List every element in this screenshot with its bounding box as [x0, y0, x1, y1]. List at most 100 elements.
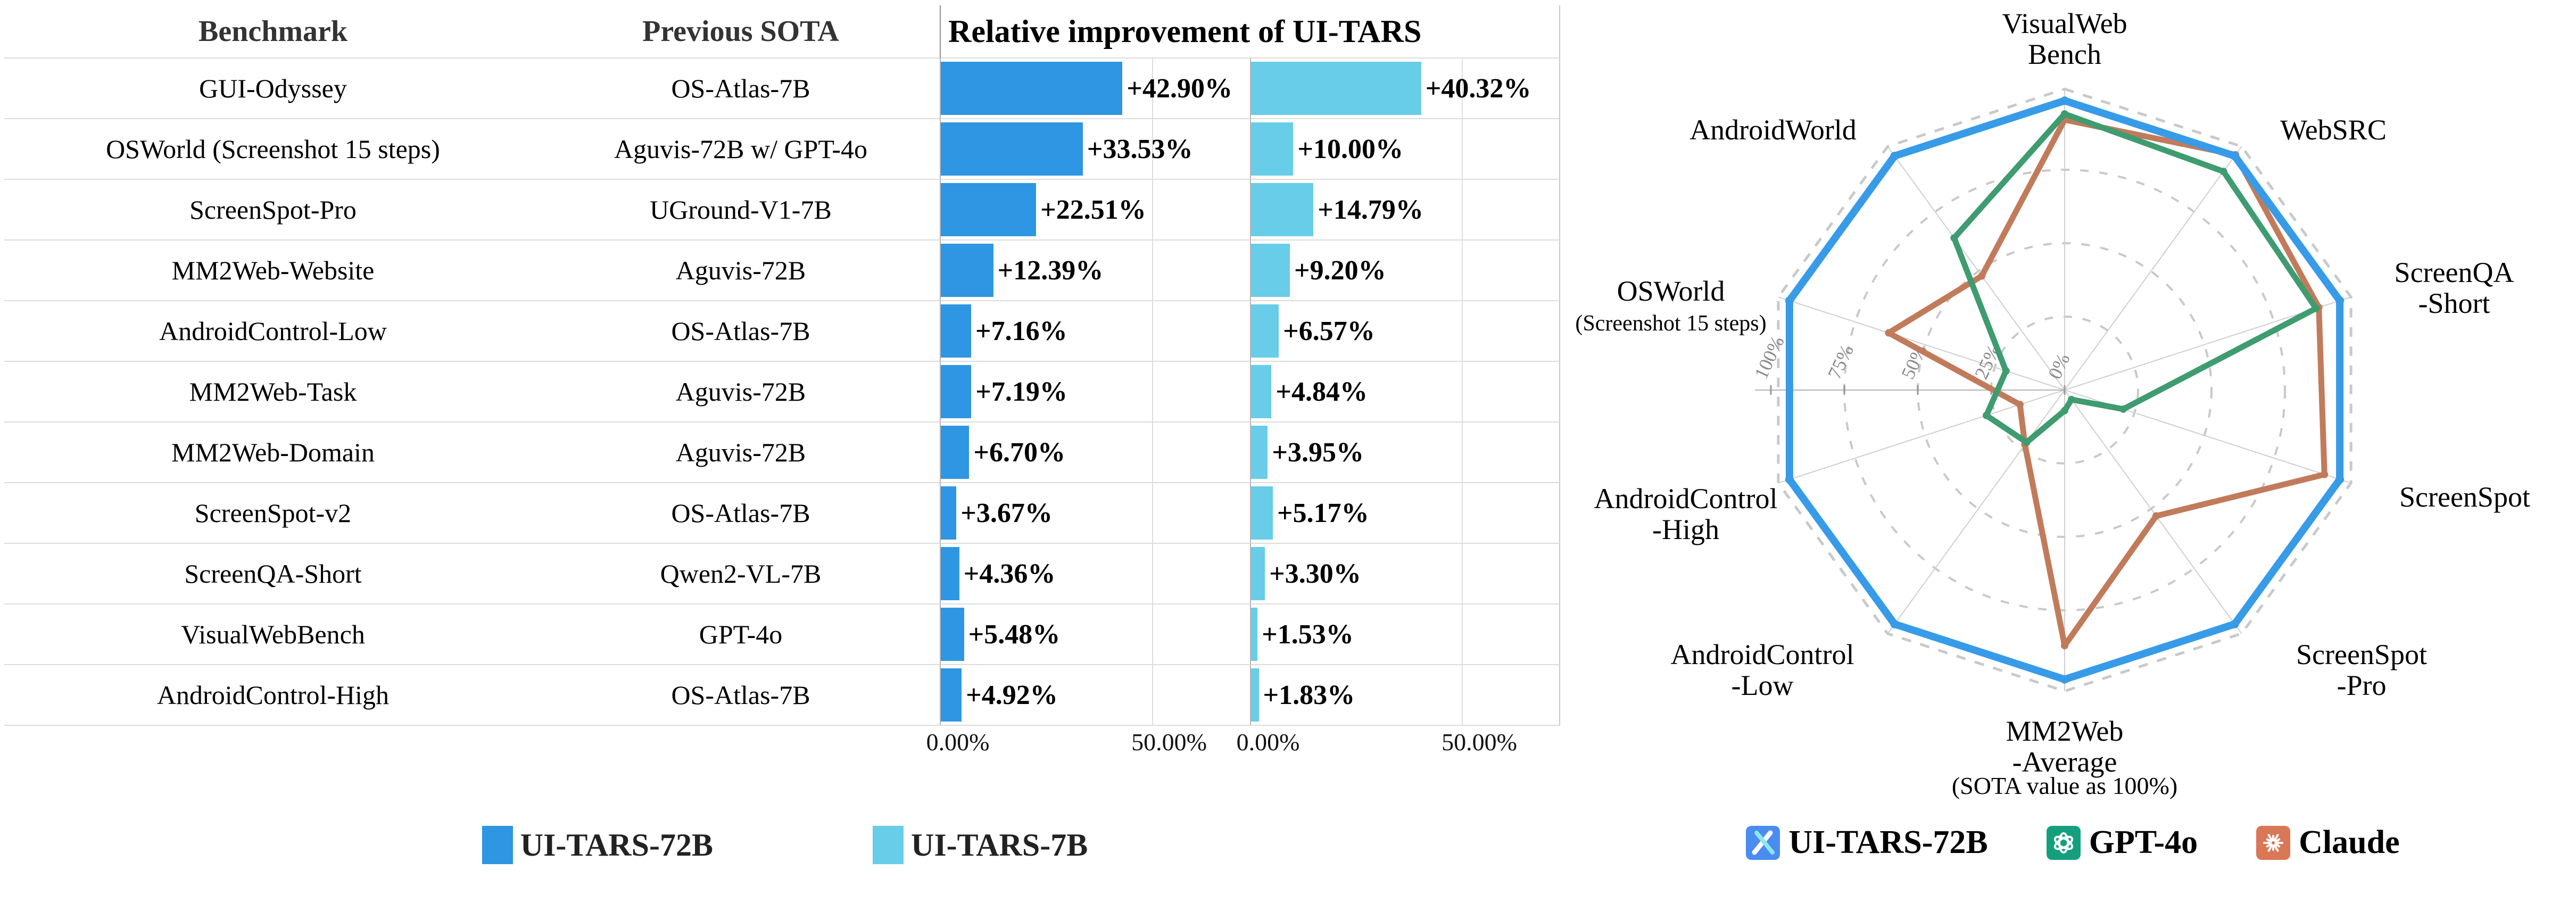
bar-cell-72b: +42.90% — [940, 59, 1250, 119]
improvement-bar — [941, 62, 1123, 115]
bar-chart-legend: UI-TARS-72B UI-TARS-7B — [0, 826, 1570, 864]
previous-sota-name: Aguvis-72B — [542, 422, 940, 483]
radar-vertex-Claude — [1885, 329, 1893, 337]
bar-cell-72b: +7.16% — [940, 301, 1250, 362]
bar-cell-72b: +5.48% — [940, 604, 1250, 665]
improvement-value: +42.90% — [1127, 73, 1233, 104]
radar-panel: 0% 25% 50% 75% 100% VisualWeb Bench WebSRC Scree… — [1570, 0, 2576, 903]
bar-cell-72b: +6.70% — [940, 422, 1250, 483]
claude-ray — [2273, 833, 2279, 842]
radar-axis-label: AndroidControl -Low — [1671, 639, 1854, 701]
previous-sota-name: OS-Atlas-7B — [542, 301, 940, 362]
improvement-value: +9.20% — [1294, 255, 1386, 286]
radar-vertex-UI-TARS-72B — [2230, 619, 2239, 628]
radar-axis-label: AndroidControl -High — [1594, 483, 1778, 545]
gridline-50pct — [1152, 665, 1154, 726]
bar-cell-72b: +7.19% — [940, 362, 1250, 422]
improvement-value: +10.00% — [1297, 134, 1403, 164]
gridline-50pct — [1152, 604, 1154, 665]
previous-sota-name: Aguvis-72B w/ GPT-4o — [542, 119, 940, 180]
improvement-value: +1.83% — [1263, 680, 1355, 710]
bar-cell-7b: +6.57% — [1250, 301, 1560, 362]
radar-vertex-GPT-4o — [2312, 304, 2320, 312]
col-header-previous-sota: Previous SOTA — [542, 5, 940, 59]
previous-sota-name: Aguvis-72B — [542, 362, 940, 422]
improvement-value: +4.84% — [1275, 376, 1368, 407]
improvement-value: +7.16% — [975, 316, 1067, 346]
radar-vertex-UI-TARS-72B — [2060, 675, 2069, 684]
gridline-50pct — [1152, 241, 1154, 301]
claude-ray — [2266, 843, 2272, 847]
bar-cell-72b: +12.39% — [940, 241, 1250, 301]
improvement-bar — [941, 426, 970, 479]
radar-vertex-GPT-4o — [2023, 438, 2031, 446]
radar-vertex-UI-TARS-72B — [1890, 152, 1899, 161]
gridline-50pct — [1462, 301, 1463, 362]
gridline-50pct — [1152, 59, 1154, 119]
improvement-bar — [1251, 365, 1272, 418]
gridline-50pct — [1152, 301, 1154, 362]
improvement-value: +1.53% — [1262, 619, 1354, 650]
improvement-value: +3.30% — [1269, 558, 1361, 589]
radar-vertex-Claude — [2321, 470, 2329, 478]
bar-cell-72b: +33.53% — [940, 119, 1250, 180]
benchmark-name: GUI-Odyssey — [4, 59, 542, 119]
ui-tars-logo-icon — [1746, 825, 1780, 860]
improvement-bar — [941, 304, 971, 358]
radar-vertex-UI-TARS-72B — [1890, 619, 1899, 628]
radar-vertex-GPT-4o — [2219, 168, 2227, 176]
improvement-bar — [941, 547, 959, 600]
bar-cell-72b: +22.51% — [940, 180, 1250, 241]
radar-vertex-GPT-4o — [2067, 395, 2075, 403]
radar-vertex-GPT-4o — [2061, 407, 2068, 415]
uitars-7b-swatch — [873, 826, 904, 864]
gridline-50pct — [1152, 362, 1154, 422]
radar-vertex-UI-TARS-72B — [1785, 296, 1794, 305]
benchmark-name: OSWorld (Screenshot 15 steps) — [4, 119, 542, 180]
improvement-value: +14.79% — [1318, 194, 1423, 225]
gridline-50pct — [1152, 422, 1154, 483]
improvement-value: +6.70% — [973, 437, 1065, 468]
bar-cell-7b: +1.83% — [1250, 665, 1560, 726]
col-header-improvement: Relative improvement of UI-TARS — [940, 5, 1560, 59]
radar-tick-label: 75% — [1824, 342, 1858, 383]
radar-tick-label: 100% — [1750, 333, 1788, 382]
legend-label: UI-TARS-72B — [1788, 824, 1988, 860]
radar-spoke — [1887, 390, 2065, 634]
bar-cell-7b: +3.95% — [1250, 422, 1560, 483]
radar-spoke — [2064, 390, 2242, 634]
col-header-benchmark: Benchmark — [4, 5, 542, 59]
improvement-value: +5.17% — [1277, 498, 1369, 528]
radar-vertex-GPT-4o — [1950, 234, 1958, 242]
bar-cell-7b: +14.79% — [1250, 180, 1560, 241]
improvement-bar — [941, 668, 962, 722]
radar-spoke — [2064, 146, 2242, 391]
improvement-bar — [941, 608, 964, 661]
claude-ray — [2267, 843, 2273, 852]
claude-ray — [2266, 838, 2272, 842]
gridline-50pct — [1462, 665, 1463, 726]
improvement-bar — [1251, 486, 1273, 540]
radar-vertex-UI-TARS-72B — [2335, 475, 2345, 484]
legend-item-claude: Claude — [2256, 824, 2400, 861]
gridline-50pct — [1462, 241, 1463, 301]
radar-vertex-GPT-4o — [2002, 367, 2010, 375]
radar-vertex-UI-TARS-72B — [2060, 96, 2069, 105]
radar-chart: 0%25%50%75%100%VisualWeb BenchWebSRCScree… — [1575, 7, 2530, 799]
radar-vertex-GPT-4o — [2119, 405, 2127, 413]
benchmark-table: Benchmark Previous SOTA Relative improve… — [4, 5, 1560, 726]
claude-ray — [2274, 838, 2281, 842]
radar-axis-label: ScreenSpot — [2399, 481, 2530, 513]
legend-label: Claude — [2299, 824, 2400, 860]
claude-logo-icon — [2256, 825, 2291, 860]
previous-sota-name: Qwen2-VL-7B — [542, 544, 940, 604]
radar-vertex-Claude — [2016, 401, 2024, 409]
improvement-bar — [1251, 122, 1294, 176]
claude-ray — [2273, 843, 2279, 852]
benchmark-name: AndroidControl-Low — [4, 301, 542, 362]
benchmark-name: ScreenSpot-Pro — [4, 180, 542, 241]
previous-sota-name: GPT-4o — [542, 604, 940, 665]
bar-cell-7b: +10.00% — [1250, 119, 1560, 180]
legend-label: UI-TARS-72B — [520, 827, 713, 863]
gridline-50pct — [1462, 604, 1463, 665]
